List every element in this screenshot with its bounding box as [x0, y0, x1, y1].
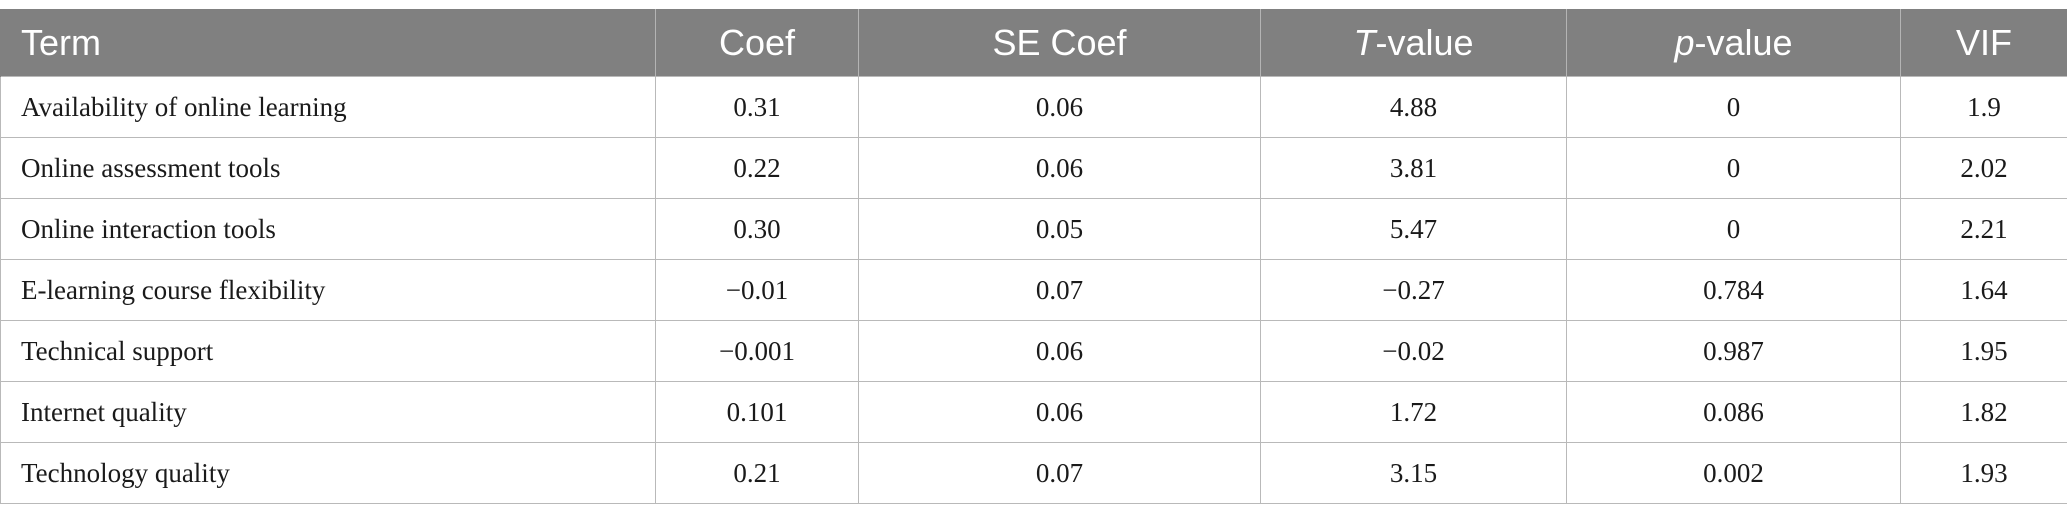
header-t-value: T-value — [1260, 9, 1567, 77]
cell-t-value: 3.81 — [1260, 137, 1567, 199]
cell-vif: 2.21 — [1900, 198, 2067, 260]
cell-se-coef: 0.07 — [858, 259, 1261, 321]
cell-coef: 0.30 — [655, 198, 859, 260]
cell-term: Internet quality — [0, 381, 656, 443]
cell-se-coef: 0.07 — [858, 442, 1261, 504]
cell-term: E-learning course flexibility — [0, 259, 656, 321]
cell-vif: 1.64 — [1900, 259, 2067, 321]
cell-t-value: −0.27 — [1260, 259, 1567, 321]
cell-t-value: −0.02 — [1260, 320, 1567, 382]
cell-t-value: 1.72 — [1260, 381, 1567, 443]
header-t-suffix: -value — [1375, 21, 1474, 63]
cell-se-coef: 0.06 — [858, 320, 1261, 382]
cell-vif: 1.9 — [1900, 76, 2067, 138]
cell-coef: 0.22 — [655, 137, 859, 199]
regression-table-container: Term Coef SE Coef T-value p-value VIF Av… — [0, 9, 2067, 504]
header-term: Term — [0, 9, 656, 77]
table-row: Availability of online learning 0.31 0.0… — [0, 76, 2067, 138]
table-header: Term Coef SE Coef T-value p-value VIF — [0, 9, 2067, 77]
cell-p-value: 0 — [1566, 198, 1901, 260]
cell-coef: 0.31 — [655, 76, 859, 138]
cell-se-coef: 0.06 — [858, 381, 1261, 443]
table-row: Technical support −0.001 0.06 −0.02 0.98… — [0, 320, 2067, 382]
cell-coef: −0.01 — [655, 259, 859, 321]
header-p-value: p-value — [1566, 9, 1901, 77]
cell-t-value: 3.15 — [1260, 442, 1567, 504]
cell-term: Technology quality — [0, 442, 656, 504]
table-row: Internet quality 0.101 0.06 1.72 0.086 1… — [0, 381, 2067, 443]
header-p-suffix: -value — [1694, 21, 1793, 63]
table-row: E-learning course flexibility −0.01 0.07… — [0, 259, 2067, 321]
table-row: Online assessment tools 0.22 0.06 3.81 0… — [0, 137, 2067, 199]
cell-vif: 1.82 — [1900, 381, 2067, 443]
cell-t-value: 4.88 — [1260, 76, 1567, 138]
cell-p-value: 0 — [1566, 137, 1901, 199]
cell-vif: 1.93 — [1900, 442, 2067, 504]
cell-se-coef: 0.05 — [858, 198, 1261, 260]
cell-p-value: 0.002 — [1566, 442, 1901, 504]
cell-se-coef: 0.06 — [858, 137, 1261, 199]
cell-coef: −0.001 — [655, 320, 859, 382]
table-row: Technology quality 0.21 0.07 3.15 0.002 … — [0, 442, 2067, 504]
cell-t-value: 5.47 — [1260, 198, 1567, 260]
cell-coef: 0.101 — [655, 381, 859, 443]
header-coef: Coef — [655, 9, 859, 77]
cell-vif: 2.02 — [1900, 137, 2067, 199]
cell-p-value: 0.086 — [1566, 381, 1901, 443]
header-row: Term Coef SE Coef T-value p-value VIF — [0, 9, 2067, 77]
cell-vif: 1.95 — [1900, 320, 2067, 382]
table-row: Online interaction tools 0.30 0.05 5.47 … — [0, 198, 2067, 260]
cell-p-value: 0.987 — [1566, 320, 1901, 382]
cell-term: Technical support — [0, 320, 656, 382]
cell-term: Online assessment tools — [0, 137, 656, 199]
header-t-symbol: T — [1353, 21, 1376, 63]
cell-p-value: 0.784 — [1566, 259, 1901, 321]
header-se-coef: SE Coef — [858, 9, 1261, 77]
header-vif: VIF — [1900, 9, 2067, 77]
cell-se-coef: 0.06 — [858, 76, 1261, 138]
cell-term: Availability of online learning — [0, 76, 656, 138]
regression-coefficients-table: Term Coef SE Coef T-value p-value VIF Av… — [0, 9, 2067, 504]
table-body: Availability of online learning 0.31 0.0… — [0, 76, 2067, 504]
cell-coef: 0.21 — [655, 442, 859, 504]
cell-p-value: 0 — [1566, 76, 1901, 138]
header-p-symbol: p — [1674, 21, 1695, 63]
cell-term: Online interaction tools — [0, 198, 656, 260]
